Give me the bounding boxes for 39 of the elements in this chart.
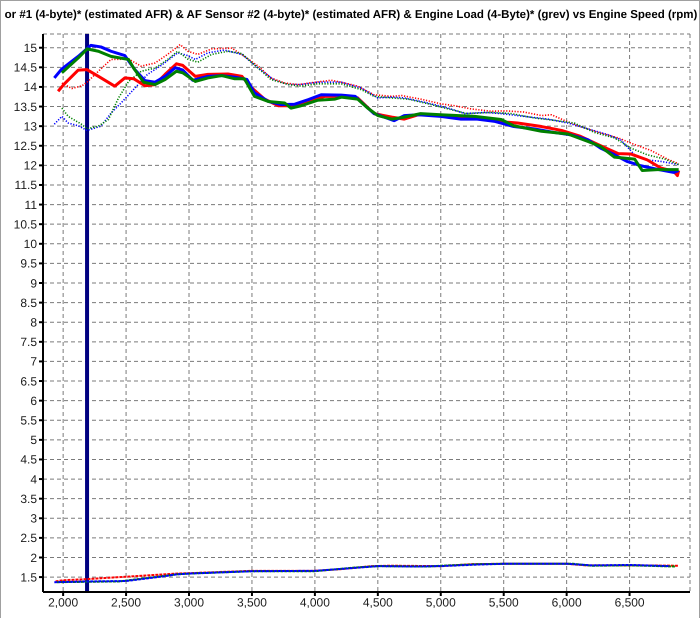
y-tick-label: 9.5 bbox=[20, 256, 38, 271]
y-tick-label: 9 bbox=[30, 276, 38, 290]
y-tick-label: 10 bbox=[24, 237, 38, 252]
y-tick-label: 10.5 bbox=[14, 217, 38, 232]
y-tick-label: 15 bbox=[24, 40, 38, 55]
y-tick-label: 8 bbox=[30, 315, 38, 330]
y-tick-label: 3 bbox=[30, 512, 38, 526]
x-tick-label: 2,500 bbox=[111, 596, 142, 610]
y-tick-label: 8.5 bbox=[20, 296, 38, 310]
y-tick-label: 14.5 bbox=[14, 60, 38, 75]
y-tick-label: 7 bbox=[30, 354, 38, 369]
y-tick-label: 3.5 bbox=[20, 492, 38, 506]
y-tick-label: 12 bbox=[24, 158, 38, 173]
y-tick-label: 2.5 bbox=[20, 531, 38, 546]
x-tick-label: 2,000 bbox=[48, 596, 78, 610]
chart-title: or #1 (4-byte)* (estimated AFR) & AF Sensor #2 (4-byte)* (estimated AFR) & Engine Load (4-Byte)* (grev) vs Engine Speed (rpm) bbox=[4, 9, 698, 21]
x-tick-label: 5,500 bbox=[488, 596, 520, 610]
y-tick-label: 5.5 bbox=[20, 414, 38, 428]
y-tick-label: 6.5 bbox=[20, 374, 38, 388]
y-tick-label: 13.5 bbox=[14, 100, 38, 114]
x-tick-label: 6,500 bbox=[614, 596, 645, 610]
y-tick-label: 6 bbox=[30, 394, 38, 408]
x-tick-label: 3,000 bbox=[174, 596, 204, 610]
x-tick-label: 6,000 bbox=[552, 596, 582, 610]
y-tick-label: 13 bbox=[24, 119, 38, 134]
y-tick-label: 5 bbox=[30, 433, 38, 448]
x-tick-label: 4,000 bbox=[300, 596, 330, 610]
x-tick-label: 5,000 bbox=[426, 596, 456, 610]
y-tick-label: 14 bbox=[24, 80, 38, 94]
y-tick-label: 2 bbox=[30, 550, 38, 565]
y-tick-label: 12.5 bbox=[14, 139, 38, 154]
y-tick-label: 7.5 bbox=[20, 335, 38, 350]
x-tick-label: 3,500 bbox=[236, 596, 268, 610]
y-tick-label: 11.5 bbox=[14, 178, 38, 192]
y-tick-label: 4 bbox=[30, 472, 38, 486]
y-tick-label: 11 bbox=[24, 198, 38, 212]
y-tick-label: 4.5 bbox=[20, 452, 38, 467]
y-tick-label: 1.5 bbox=[20, 570, 38, 584]
x-tick-label: 4,500 bbox=[362, 596, 394, 610]
